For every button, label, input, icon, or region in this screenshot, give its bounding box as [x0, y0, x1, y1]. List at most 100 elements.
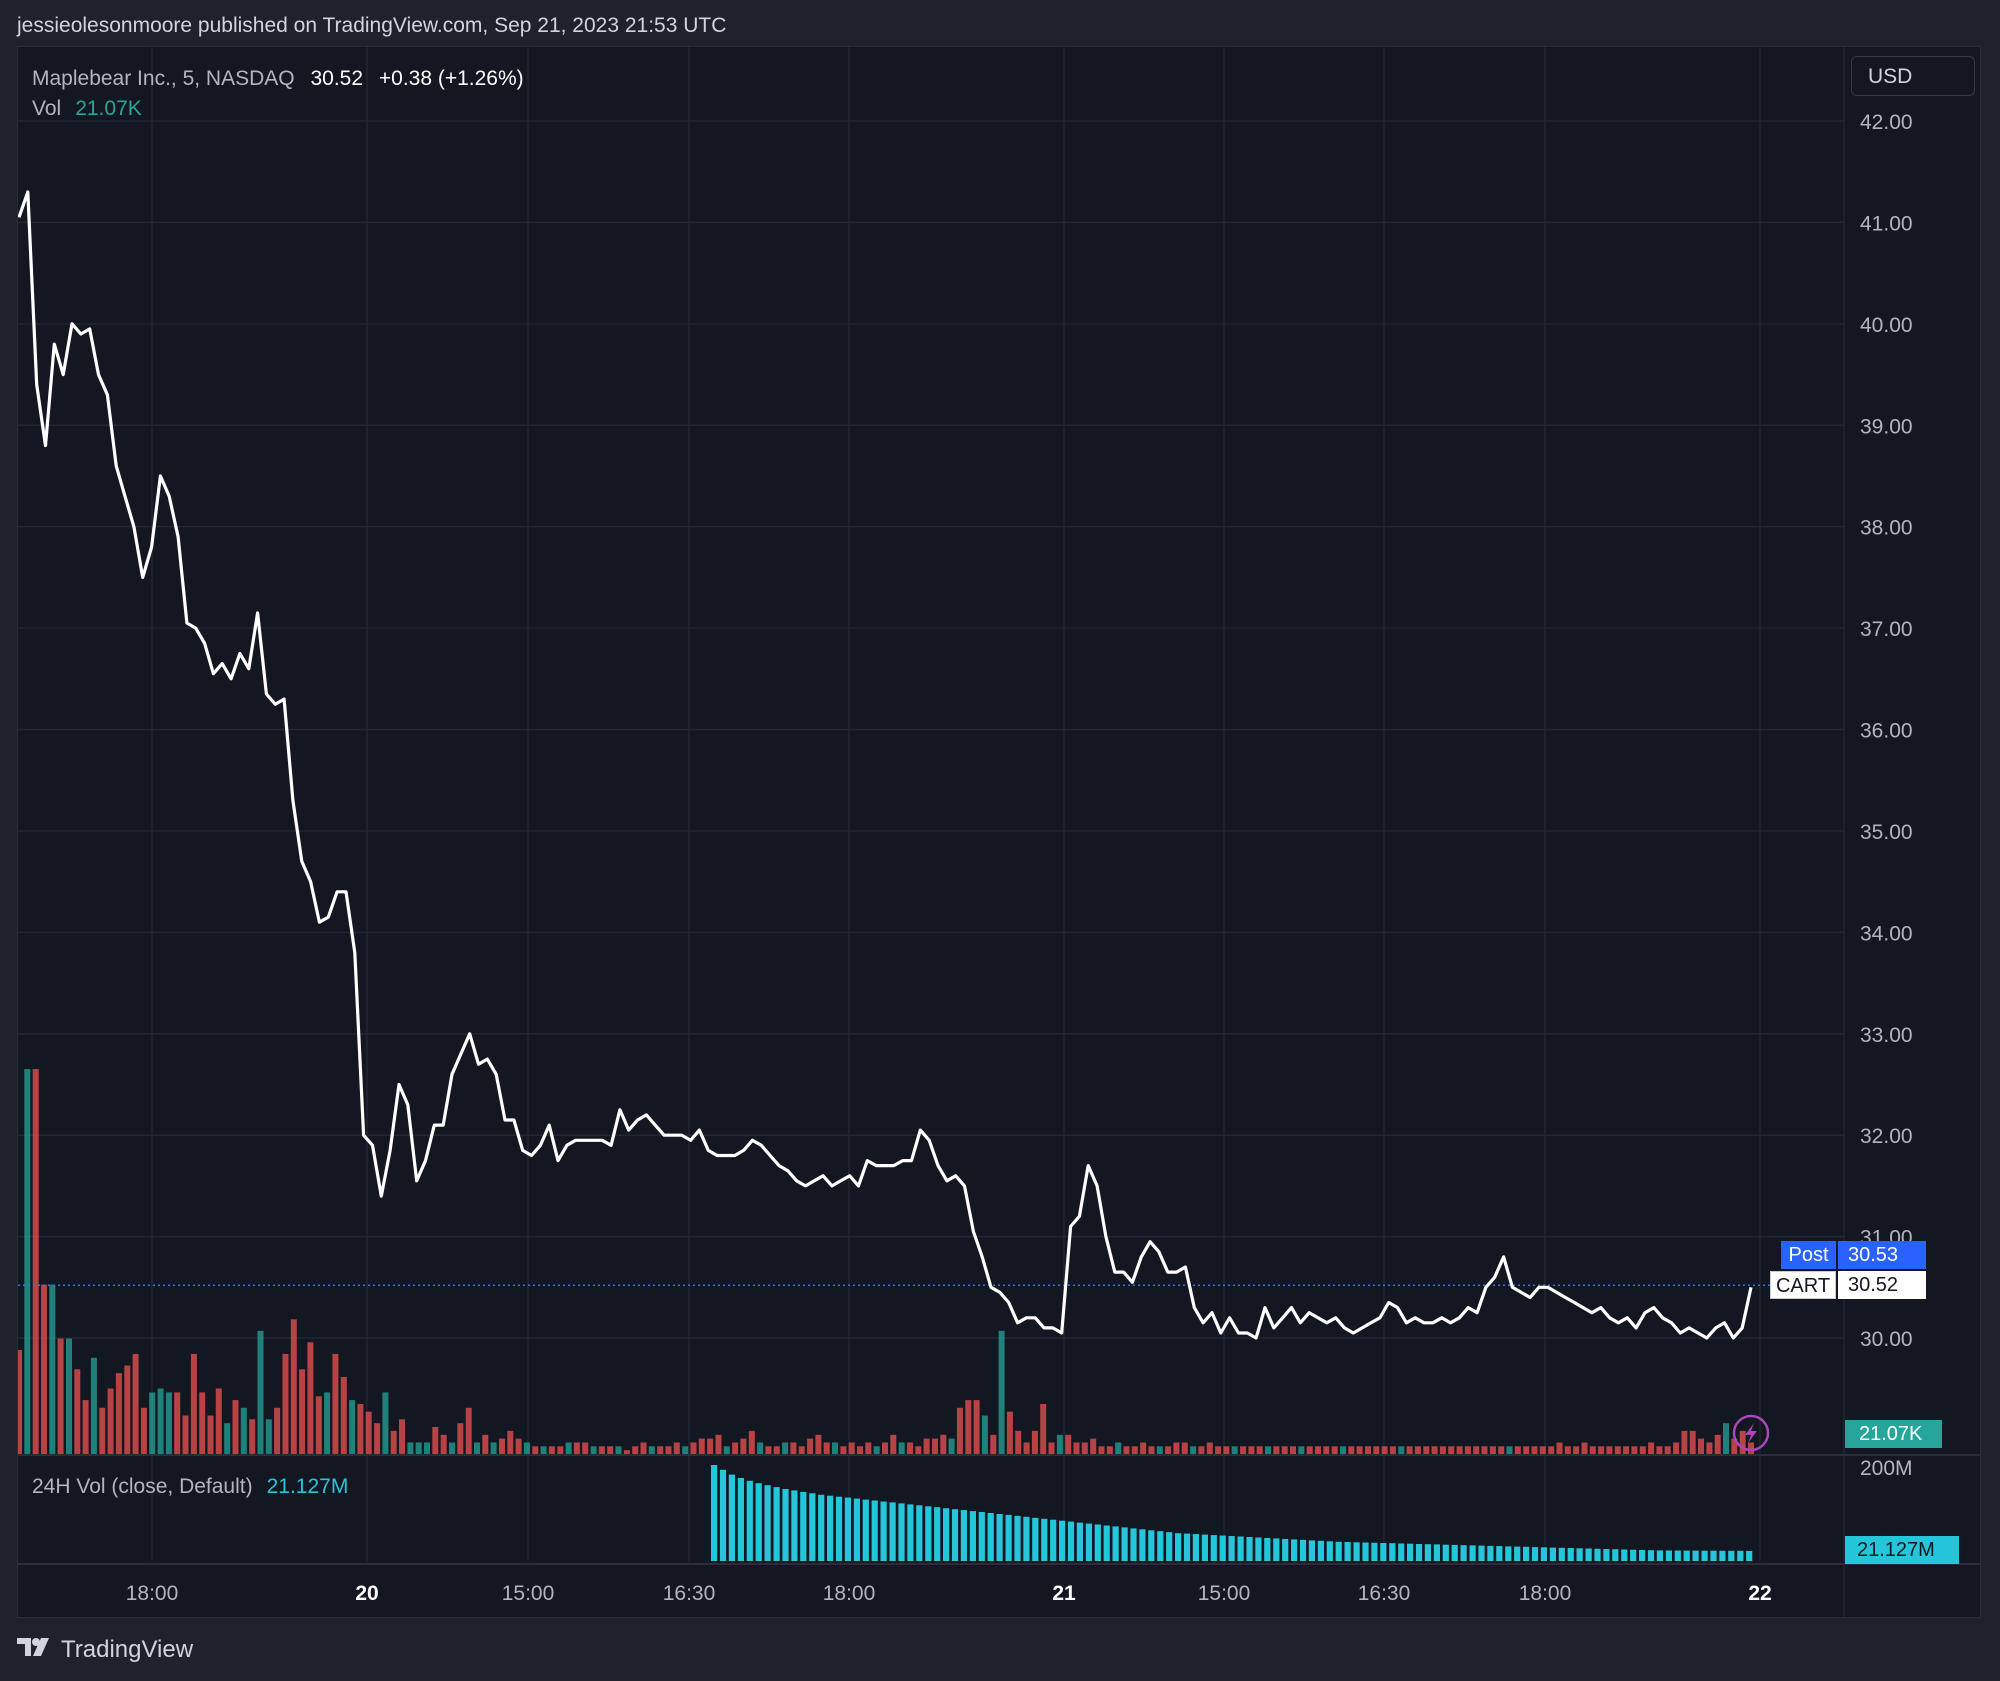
- volume-bar: [1523, 1446, 1530, 1454]
- volume-bar: [565, 1442, 572, 1454]
- volume-bar: [1648, 1442, 1655, 1454]
- volume-bar: [657, 1446, 664, 1454]
- vol24-bar: [1005, 1514, 1012, 1561]
- price-tick-label: 38.00: [1860, 517, 1913, 540]
- time-tick-label: 20: [355, 1582, 378, 1605]
- vol24-bar: [1380, 1543, 1387, 1561]
- vol24-bar: [978, 1512, 985, 1561]
- volume-bar: [1506, 1446, 1513, 1454]
- vol24-bar: [871, 1500, 878, 1561]
- post-tag-value: 30.53: [1838, 1241, 1926, 1269]
- vol24-bar: [1326, 1541, 1333, 1561]
- volume-bar: [1606, 1446, 1613, 1454]
- vol24-bar: [1067, 1521, 1075, 1561]
- volume-bar: [174, 1392, 181, 1454]
- volume-bar: [99, 1407, 106, 1454]
- lightning-icon[interactable]: [1732, 1414, 1770, 1452]
- vol24-bar: [764, 1485, 771, 1561]
- volume-bar: [723, 1446, 730, 1454]
- volume-bar: [773, 1446, 780, 1454]
- volume-bar: [1581, 1442, 1588, 1454]
- volume-bar: [74, 1369, 81, 1454]
- volume-legend: Vol 21.07K: [32, 97, 142, 121]
- time-axis: 18:00 20 15:00 16:30 18:00 21 15:00 16:30 18:00 2…: [126, 1582, 1772, 1605]
- vol24-bar: [1603, 1549, 1610, 1561]
- vol24-bar: [1210, 1535, 1217, 1561]
- volume-bar: [682, 1446, 689, 1454]
- volume-bar: [57, 1338, 64, 1454]
- vol24-bar: [1433, 1544, 1440, 1561]
- price-axis: 42.00 41.00 40.00 39.00 38.00 37.00 36.00 35.00…: [1860, 111, 1913, 1351]
- vol24-bar: [1487, 1545, 1494, 1561]
- volume-bar: [748, 1430, 755, 1454]
- volume-bar: [998, 1330, 1005, 1454]
- vol24-bar: [1157, 1531, 1164, 1561]
- vol24-bar: [1344, 1542, 1351, 1561]
- volume-bar: [199, 1392, 206, 1454]
- vol24-bar: [1701, 1550, 1708, 1561]
- volume-bar: [1223, 1446, 1230, 1454]
- vol24-bar: [1415, 1544, 1423, 1561]
- volume-bar: [82, 1400, 89, 1454]
- cart-tag-label: CART: [1770, 1271, 1836, 1299]
- symbol-name[interactable]: Maplebear Inc., 5, NASDAQ: [32, 67, 295, 90]
- volume-bar: [340, 1377, 347, 1454]
- currency-selector[interactable]: USD: [1851, 56, 1975, 96]
- volume-bar: [1340, 1446, 1346, 1454]
- volume-bar: [715, 1434, 722, 1455]
- vol24-bar: [1362, 1542, 1369, 1561]
- vol24-bar: [1032, 1517, 1039, 1561]
- price-tick-label: 33.00: [1860, 1024, 1913, 1047]
- volume-label[interactable]: Vol: [32, 97, 62, 120]
- chart-canvas[interactable]: 42.00 41.00 40.00 39.00 38.00 37.00 36.00 35.00…: [18, 47, 1980, 1617]
- volume-bar: [1639, 1446, 1646, 1454]
- volume-bar: [1706, 1442, 1713, 1454]
- volume-bar: [807, 1438, 814, 1454]
- vol24-bar: [1264, 1538, 1271, 1561]
- volume-bar: [690, 1442, 697, 1454]
- price-change: +0.38 (+1.26%): [378, 67, 524, 90]
- volume-bar: [865, 1442, 872, 1454]
- volume-bar: [1198, 1446, 1205, 1454]
- vol24-bar: [889, 1502, 896, 1561]
- volume-bar: [207, 1415, 214, 1454]
- volume-bar: [49, 1284, 56, 1454]
- vol24-label[interactable]: 24H Vol (close, Default): [32, 1475, 253, 1498]
- volume-bar: [240, 1407, 247, 1454]
- vol24-bar: [880, 1501, 887, 1561]
- volume-bar: [973, 1400, 980, 1454]
- vol24-bar: [1621, 1549, 1628, 1561]
- volume-bar: [632, 1446, 639, 1454]
- time-tick-label: 16:30: [1358, 1582, 1411, 1605]
- volume-bar: [374, 1423, 381, 1454]
- volume-bar: [882, 1442, 888, 1454]
- vol24-bar: [1540, 1547, 1547, 1561]
- volume-bar: [1531, 1446, 1538, 1454]
- vol24-bar: [791, 1490, 798, 1561]
- volume-bar: [1489, 1446, 1496, 1454]
- volume-bar: [32, 1069, 39, 1454]
- price-tick-label: 30.00: [1860, 1328, 1913, 1351]
- volume-bar: [1140, 1442, 1147, 1454]
- vol24-bar: [1076, 1522, 1083, 1561]
- volume-bar: [1548, 1446, 1555, 1454]
- volume-bar: [1356, 1446, 1363, 1454]
- vol24-bar: [1496, 1546, 1503, 1561]
- volume-bar: [948, 1438, 955, 1454]
- vol24-bar: [1585, 1548, 1592, 1561]
- volume-bar: [582, 1442, 589, 1454]
- volume-bar: [490, 1442, 497, 1454]
- chart-frame[interactable]: 42.00 41.00 40.00 39.00 38.00 37.00 36.00 35.00…: [17, 46, 1981, 1618]
- footer-brand[interactable]: TradingView: [17, 1636, 193, 1665]
- volume-bar: [1589, 1446, 1596, 1454]
- volume-bar: [1598, 1446, 1605, 1454]
- volume-bar: [981, 1415, 988, 1454]
- vol24-bar: [907, 1504, 914, 1561]
- post-tag-label: Post: [1781, 1241, 1836, 1269]
- vol24-bar: [1299, 1539, 1307, 1561]
- volume-bar: [66, 1338, 72, 1454]
- vol24-bar: [1737, 1550, 1744, 1561]
- time-tick-label: 18:00: [1519, 1582, 1572, 1605]
- vol24-bar: [1059, 1520, 1066, 1561]
- volume-bar: [1031, 1430, 1038, 1454]
